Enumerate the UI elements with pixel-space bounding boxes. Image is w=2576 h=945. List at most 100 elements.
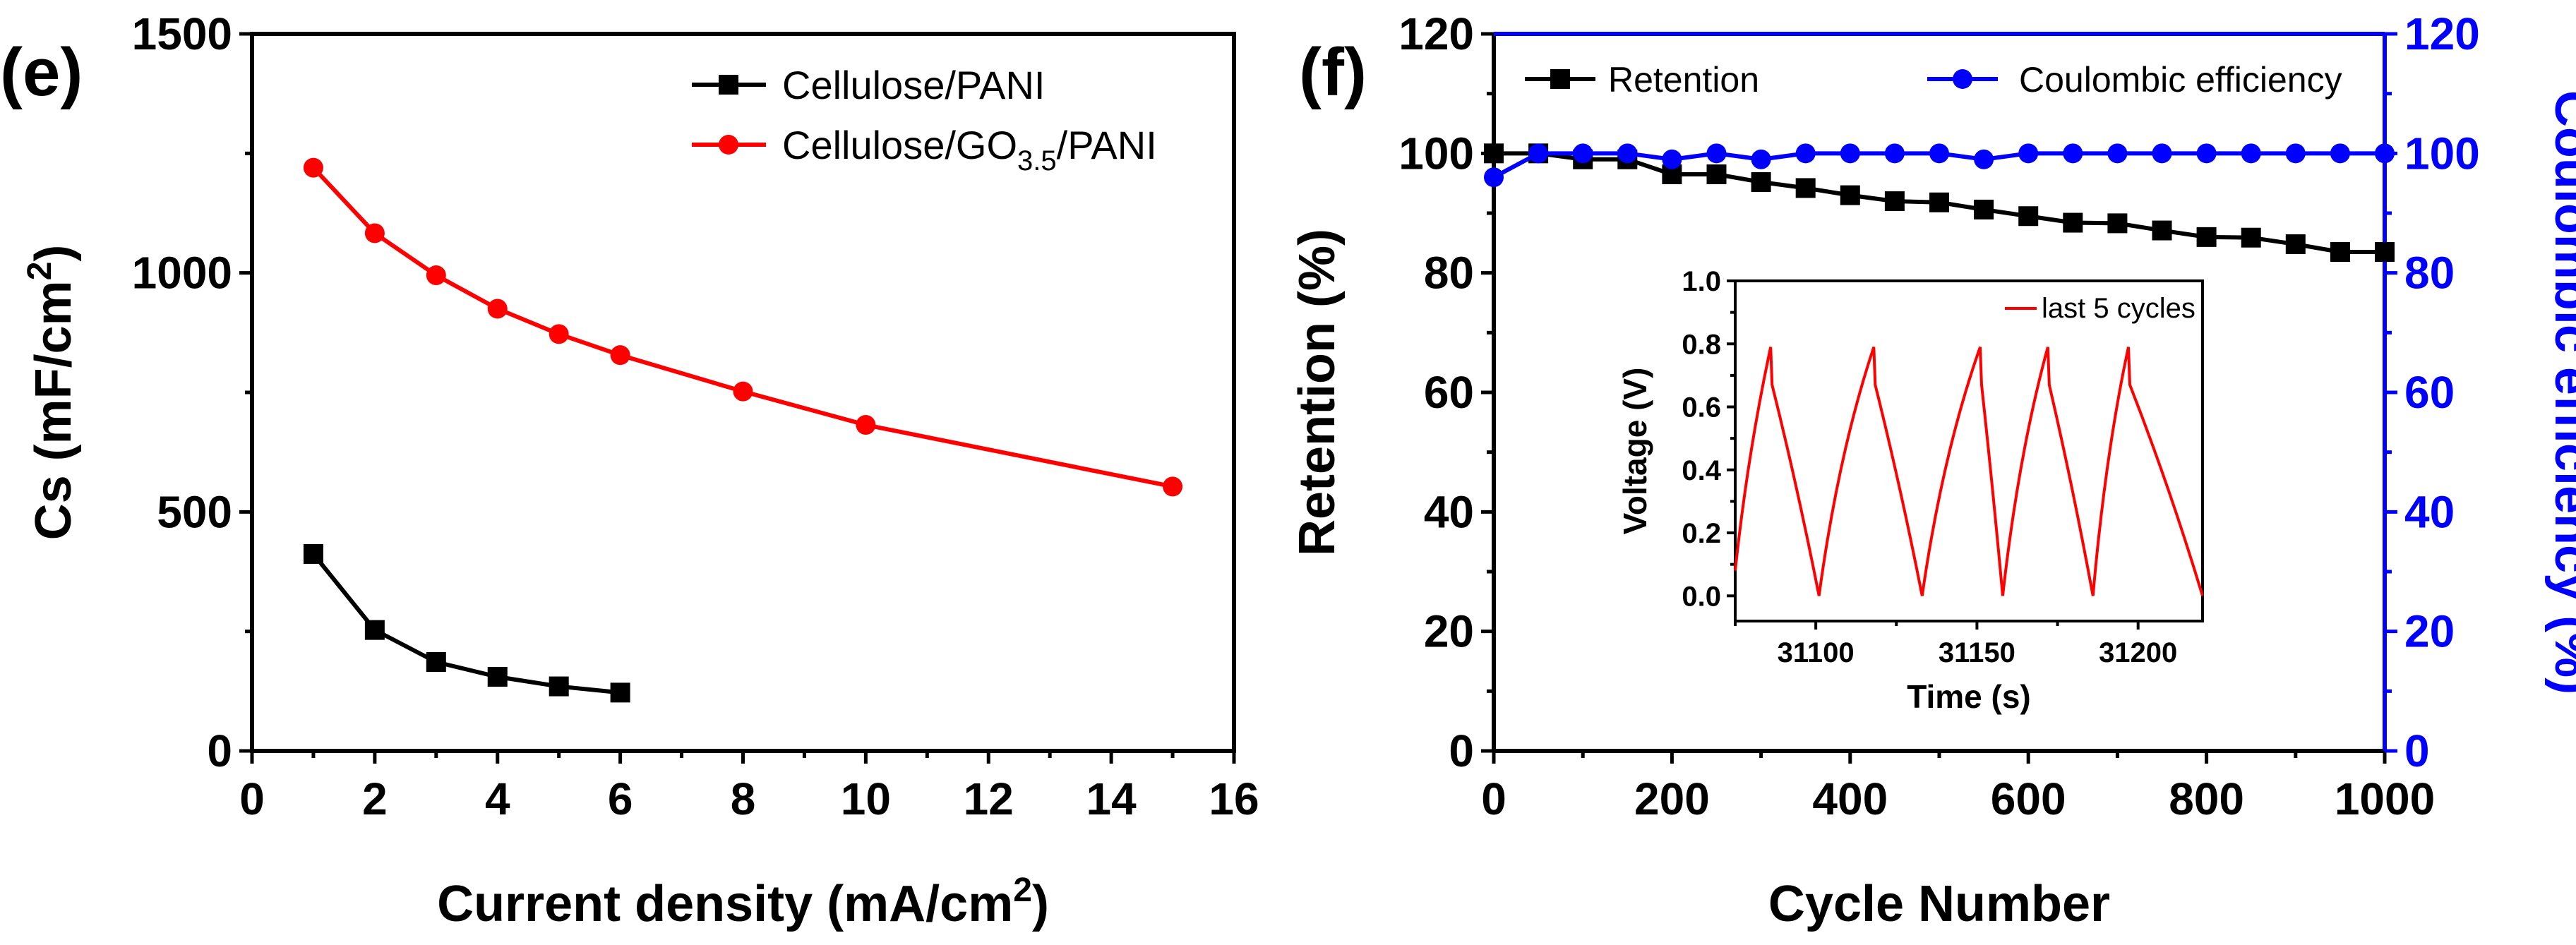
data-point: [733, 381, 753, 402]
y2-tick-label: 20: [2404, 606, 2455, 657]
legend-marker: [1550, 69, 1570, 89]
x-tick-label: 12: [964, 774, 1014, 824]
panel-f-chart: (f)0 200 400 600 800 100002040608010012002040…: [1289, 8, 2576, 932]
legend-label: Cellulose/PANI: [782, 63, 1045, 107]
voltage-curve: [1734, 347, 2204, 596]
inset-y-tick-label: 0.6: [1682, 392, 1721, 423]
text-span: ): [1032, 876, 1049, 932]
inset-y-tick-label: 0.2: [1682, 518, 1721, 549]
y-tick-label: 1000: [132, 248, 232, 299]
data-point: [2375, 242, 2395, 263]
x-tick-label: 0: [1481, 774, 1506, 824]
data-point: [1974, 149, 1994, 169]
data-point: [2152, 143, 2172, 164]
y2-tick-label: 40: [2404, 486, 2455, 537]
data-point: [1840, 185, 1860, 205]
data-point: [1662, 149, 1682, 169]
panel-label: (f): [1299, 35, 1367, 110]
data-point: [1706, 143, 1727, 164]
legend-marker: [1953, 69, 1972, 89]
legend: Retention Coulombic efficiency: [1525, 60, 2342, 100]
y-tick-label: 80: [1424, 248, 1474, 299]
data-point: [1484, 167, 1504, 188]
data-point: [1617, 143, 1638, 164]
text-span: ): [25, 245, 82, 262]
data-point: [1974, 199, 1994, 219]
data-point: [426, 265, 446, 286]
series-line-cellulose-go-pani: [311, 166, 1173, 489]
x-tick-label: 16: [1209, 774, 1259, 824]
data-point: [1929, 192, 1949, 212]
x-tick-label: 2: [362, 774, 388, 824]
y2-tick-label: 120: [2404, 8, 2480, 59]
data-point: [1795, 178, 1816, 198]
x-tick-label: 1000: [2335, 774, 2435, 824]
text-span: 3.5: [1017, 145, 1057, 176]
inset-y-tick-label: 1.0: [1682, 266, 1721, 297]
series-line-cellulose-pani: [311, 553, 621, 695]
data-point: [2063, 143, 2083, 164]
data-point: [487, 667, 508, 687]
panel-e-chart: (e) 0 2 4 6 8 10 12 14 16 0 500 1000 1500 Current dens…: [0, 8, 1259, 932]
x-tick-label: 10: [841, 774, 891, 824]
inset-chart: 31100 31150 31200 0.0 0.2 0.4 0.6 0.8 1.0 Time (s…: [1617, 266, 2204, 715]
data-point: [1751, 149, 1771, 169]
data-point: [2152, 220, 2172, 241]
y-tick-label: 20: [1424, 606, 1474, 657]
data-point: [1840, 143, 1860, 164]
y-axis-label: Retention (%): [1289, 229, 1346, 556]
data-point: [2241, 143, 2261, 164]
inset-y-tick-label: 0.0: [1682, 581, 1721, 612]
inset-x-axis-label: Time (s): [1907, 678, 2031, 715]
x-tick-label: 6: [608, 774, 633, 824]
inset-x-tick-label: 31200: [2099, 637, 2177, 668]
y-tick-label: 120: [1398, 8, 1474, 59]
legend-marker: [719, 135, 738, 155]
data-point: [2330, 242, 2350, 263]
data-point: [364, 620, 385, 640]
data-point: [2285, 234, 2306, 255]
data-point: [2196, 227, 2217, 247]
text-span: 2: [21, 262, 59, 281]
text-span: Current density (mA/cm: [437, 876, 1013, 932]
y-axis-label: Cs (mF/cm2): [21, 245, 82, 541]
data-point: [2285, 143, 2306, 164]
data-point: [549, 324, 569, 344]
x-tick-label: 600: [1991, 774, 2066, 824]
text-span: /PANI: [1057, 123, 1157, 167]
y-tick-label: 60: [1424, 367, 1474, 418]
x-tick-label: 0: [239, 774, 265, 824]
data-point: [1573, 143, 1593, 164]
y-tick-label: 1500: [132, 8, 232, 59]
x-tick-label: 8: [731, 774, 756, 824]
x-axis-label: Cycle Number: [1768, 876, 2110, 932]
data-point: [303, 157, 323, 178]
data-point: [1884, 191, 1905, 212]
y-tick-label: 500: [157, 486, 232, 537]
text-span: Cs (mF/cm: [25, 280, 82, 540]
y-tick-label: 0: [1449, 726, 1474, 776]
text-span: Cellulose/GO: [782, 123, 1017, 167]
data-point: [1163, 476, 1183, 497]
data-point: [856, 415, 876, 435]
data-point: [487, 299, 508, 319]
y2-tick-label: 100: [2404, 128, 2480, 179]
y2-axis-label: Coulombic efficiency (%): [2544, 90, 2576, 694]
inset-frame: [1734, 279, 2204, 622]
data-point: [1884, 143, 1905, 164]
text-span: Cellulose/PANI: [782, 63, 1045, 107]
y-tick-label: 40: [1424, 486, 1474, 537]
data-point: [2063, 212, 2083, 233]
data-point: [549, 676, 569, 697]
y2-tick-label: 0: [2404, 726, 2430, 776]
inset-legend-label: last 5 cycles: [2042, 293, 2195, 324]
y-tick-label: 0: [207, 726, 232, 776]
inset-y-tick-label: 0.8: [1682, 329, 1721, 360]
legend-label: Retention: [1608, 60, 1759, 100]
x-tick-label: 14: [1086, 774, 1137, 824]
text-span: 2: [1013, 872, 1032, 909]
data-point: [2330, 143, 2350, 164]
legend-marker: [719, 75, 738, 95]
data-point: [610, 345, 630, 366]
data-point: [1929, 143, 1949, 164]
